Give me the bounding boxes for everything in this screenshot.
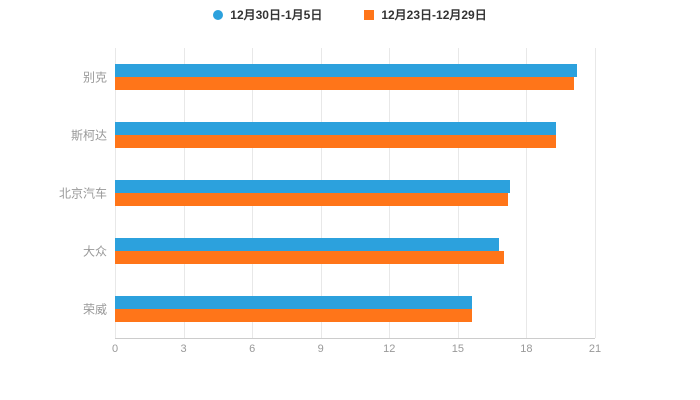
bar-series0-category1[interactable] <box>115 122 557 135</box>
legend-circle-marker-icon <box>213 9 224 20</box>
bar-series1-category0[interactable] <box>115 77 575 90</box>
y-tick-label-3: 大众 <box>82 244 107 259</box>
y-tick-label-0: 别克 <box>82 70 107 85</box>
y-axis: 别克斯柯达北京汽车大众荣威 <box>0 48 107 338</box>
bar-series0-category2[interactable] <box>115 180 511 193</box>
bar-series0-category4[interactable] <box>115 296 472 309</box>
legend-item-week-previous[interactable]: 12月23日-12月29日 <box>364 6 487 23</box>
bar-series1-category1[interactable] <box>115 135 557 148</box>
legend-label: 12月30日-1月5日 <box>230 8 323 22</box>
legend: 12月30日-1月5日 12月23日-12月29日 <box>0 6 700 23</box>
x-tick-label-18: 18 <box>520 343 533 355</box>
y-tick-label-1: 斯柯达 <box>70 128 107 143</box>
bar-series1-category3[interactable] <box>115 251 504 264</box>
x-tick-label-15: 15 <box>451 343 464 355</box>
legend-label: 12月23日-12月29日 <box>381 8 487 22</box>
x-tick-label-6: 6 <box>249 343 256 355</box>
x-tick-label-12: 12 <box>383 343 396 355</box>
legend-item-week-current[interactable]: 12月30日-1月5日 <box>213 6 322 23</box>
x-tick-label-9: 9 <box>317 343 324 355</box>
x-tick-label-0: 0 <box>111 343 119 355</box>
bar-series1-category4[interactable] <box>115 309 472 322</box>
y-tick-label-2: 北京汽车 <box>58 186 107 201</box>
x-tick-label-3: 3 <box>180 343 187 355</box>
bar-series1-category2[interactable] <box>115 193 509 206</box>
gridline-x-21 <box>595 48 596 338</box>
bar-series0-category3[interactable] <box>115 238 499 251</box>
bar-series0-category0[interactable] <box>115 64 577 77</box>
x-tick-label-21: 21 <box>588 343 602 355</box>
plot-area: 0 3 6 9 12 15 18 21 <box>112 48 601 355</box>
y-tick-label-4: 荣威 <box>82 302 107 317</box>
gridline-x-18 <box>526 48 528 338</box>
legend-square-marker-icon <box>364 9 375 20</box>
